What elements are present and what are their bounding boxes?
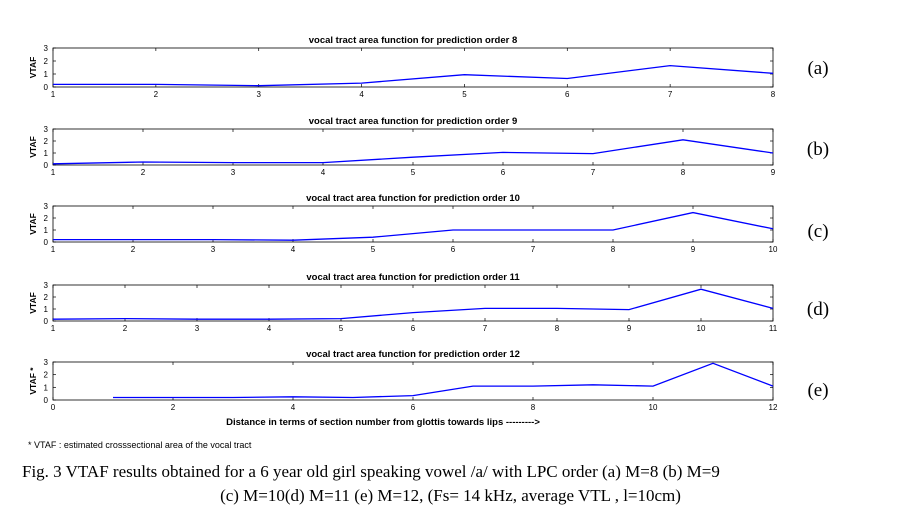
y-tick-label: 3 xyxy=(44,202,49,211)
figure-caption-line-1: Fig. 3 VTAF results obtained for a 6 yea… xyxy=(22,462,720,481)
figure-caption-line-2: (c) M=10(d) M=11 (e) M=12, (Fs= 14 kHz, … xyxy=(220,486,681,505)
vtaf-series-line xyxy=(52,288,774,320)
panel-label: (b) xyxy=(807,139,829,160)
x-tick-label: 7 xyxy=(668,90,673,99)
y-tick-label: 2 xyxy=(44,214,49,223)
x-tick-label: 9 xyxy=(691,245,696,254)
y-axis-label: VTAF xyxy=(28,136,38,158)
x-tick-label: 10 xyxy=(769,245,778,254)
vtaf-series-line xyxy=(53,64,774,87)
y-tick-label: 3 xyxy=(44,125,49,134)
y-tick-label: 0 xyxy=(44,396,49,405)
y-tick-label: 3 xyxy=(44,281,49,290)
vtaf-series-line xyxy=(113,362,774,399)
vtaf-series-line xyxy=(53,211,774,241)
y-tick-label: 1 xyxy=(44,226,49,235)
x-tick-label: 7 xyxy=(483,324,488,333)
y-axis-label: VTAF * xyxy=(28,367,38,395)
x-tick-label: 5 xyxy=(411,168,416,177)
panel-title: vocal tract area function for prediction… xyxy=(306,349,520,360)
x-tick-label: 7 xyxy=(531,245,536,254)
y-tick-label: 1 xyxy=(44,383,49,392)
x-tick-label: 4 xyxy=(359,90,364,99)
x-tick-label: 1 xyxy=(51,245,56,254)
panel-label: (c) xyxy=(807,221,828,242)
y-axis-label: VTAF xyxy=(28,57,38,79)
x-tick-label: 11 xyxy=(769,324,778,333)
x-tick-label: 0 xyxy=(51,403,56,412)
y-tick-label: 1 xyxy=(44,149,49,158)
x-tick-label: 3 xyxy=(256,90,261,99)
x-tick-label: 9 xyxy=(627,324,632,333)
x-tick-label: 2 xyxy=(154,90,159,99)
y-tick-label: 0 xyxy=(44,317,49,326)
x-tick-label: 8 xyxy=(771,90,776,99)
y-axis-label: VTAF xyxy=(28,213,38,235)
y-tick-label: 2 xyxy=(44,371,49,380)
y-tick-label: 2 xyxy=(44,137,49,146)
y-tick-label: 2 xyxy=(44,57,49,66)
y-axis-label: VTAF xyxy=(28,292,38,314)
x-tick-label: 4 xyxy=(291,403,296,412)
x-tick-label: 5 xyxy=(339,324,344,333)
panel-label: (d) xyxy=(807,299,829,320)
panel-label: (a) xyxy=(807,58,828,79)
y-tick-label: 1 xyxy=(44,305,49,314)
x-tick-label: 2 xyxy=(123,324,128,333)
x-tick-label: 7 xyxy=(591,168,596,177)
y-tick-label: 3 xyxy=(44,358,49,367)
x-tick-label: 5 xyxy=(371,245,376,254)
panel-title: vocal tract area function for prediction… xyxy=(309,35,518,46)
y-tick-label: 3 xyxy=(44,44,49,53)
x-tick-label: 6 xyxy=(451,245,456,254)
plot-frame xyxy=(52,47,774,88)
x-tick-label: 8 xyxy=(555,324,560,333)
x-tick-label: 6 xyxy=(501,168,506,177)
x-tick-label: 2 xyxy=(131,245,136,254)
footnote: * VTAF : estimated crosssectional area o… xyxy=(28,440,252,450)
y-tick-label: 1 xyxy=(44,70,49,79)
x-tick-label: 8 xyxy=(681,168,686,177)
y-tick-label: 0 xyxy=(44,238,49,247)
x-tick-label: 1 xyxy=(51,324,56,333)
x-tick-label: 2 xyxy=(171,403,176,412)
x-tick-label: 6 xyxy=(411,403,416,412)
panel-title: vocal tract area function for prediction… xyxy=(306,272,520,283)
plot-frame xyxy=(52,205,774,243)
x-tick-label: 3 xyxy=(211,245,216,254)
x-tick-label: 10 xyxy=(649,403,658,412)
x-tick-label: 1 xyxy=(51,90,56,99)
x-tick-label: 6 xyxy=(411,324,416,333)
y-tick-label: 2 xyxy=(44,293,49,302)
panel-title: vocal tract area function for prediction… xyxy=(309,116,518,127)
x-tick-label: 2 xyxy=(141,168,146,177)
x-tick-label: 3 xyxy=(195,324,200,333)
panel-title: vocal tract area function for prediction… xyxy=(306,193,520,204)
x-tick-label: 4 xyxy=(267,324,272,333)
x-tick-label: 1 xyxy=(51,168,56,177)
plot-frame xyxy=(52,284,774,322)
x-tick-label: 12 xyxy=(769,403,778,412)
vtaf-series-line xyxy=(52,139,774,165)
x-axis-label: Distance in terms of section number from… xyxy=(226,417,540,428)
y-tick-label: 0 xyxy=(44,161,49,170)
x-tick-label: 8 xyxy=(611,245,616,254)
x-tick-label: 8 xyxy=(531,403,536,412)
x-tick-label: 5 xyxy=(462,90,467,99)
panel-label: (e) xyxy=(807,380,828,401)
y-tick-label: 0 xyxy=(44,83,49,92)
x-tick-label: 3 xyxy=(231,168,236,177)
x-tick-label: 4 xyxy=(321,168,326,177)
x-tick-label: 9 xyxy=(771,168,776,177)
x-tick-label: 10 xyxy=(697,324,706,333)
plot-frame xyxy=(52,128,774,166)
x-tick-label: 6 xyxy=(565,90,570,99)
x-tick-label: 4 xyxy=(291,245,296,254)
